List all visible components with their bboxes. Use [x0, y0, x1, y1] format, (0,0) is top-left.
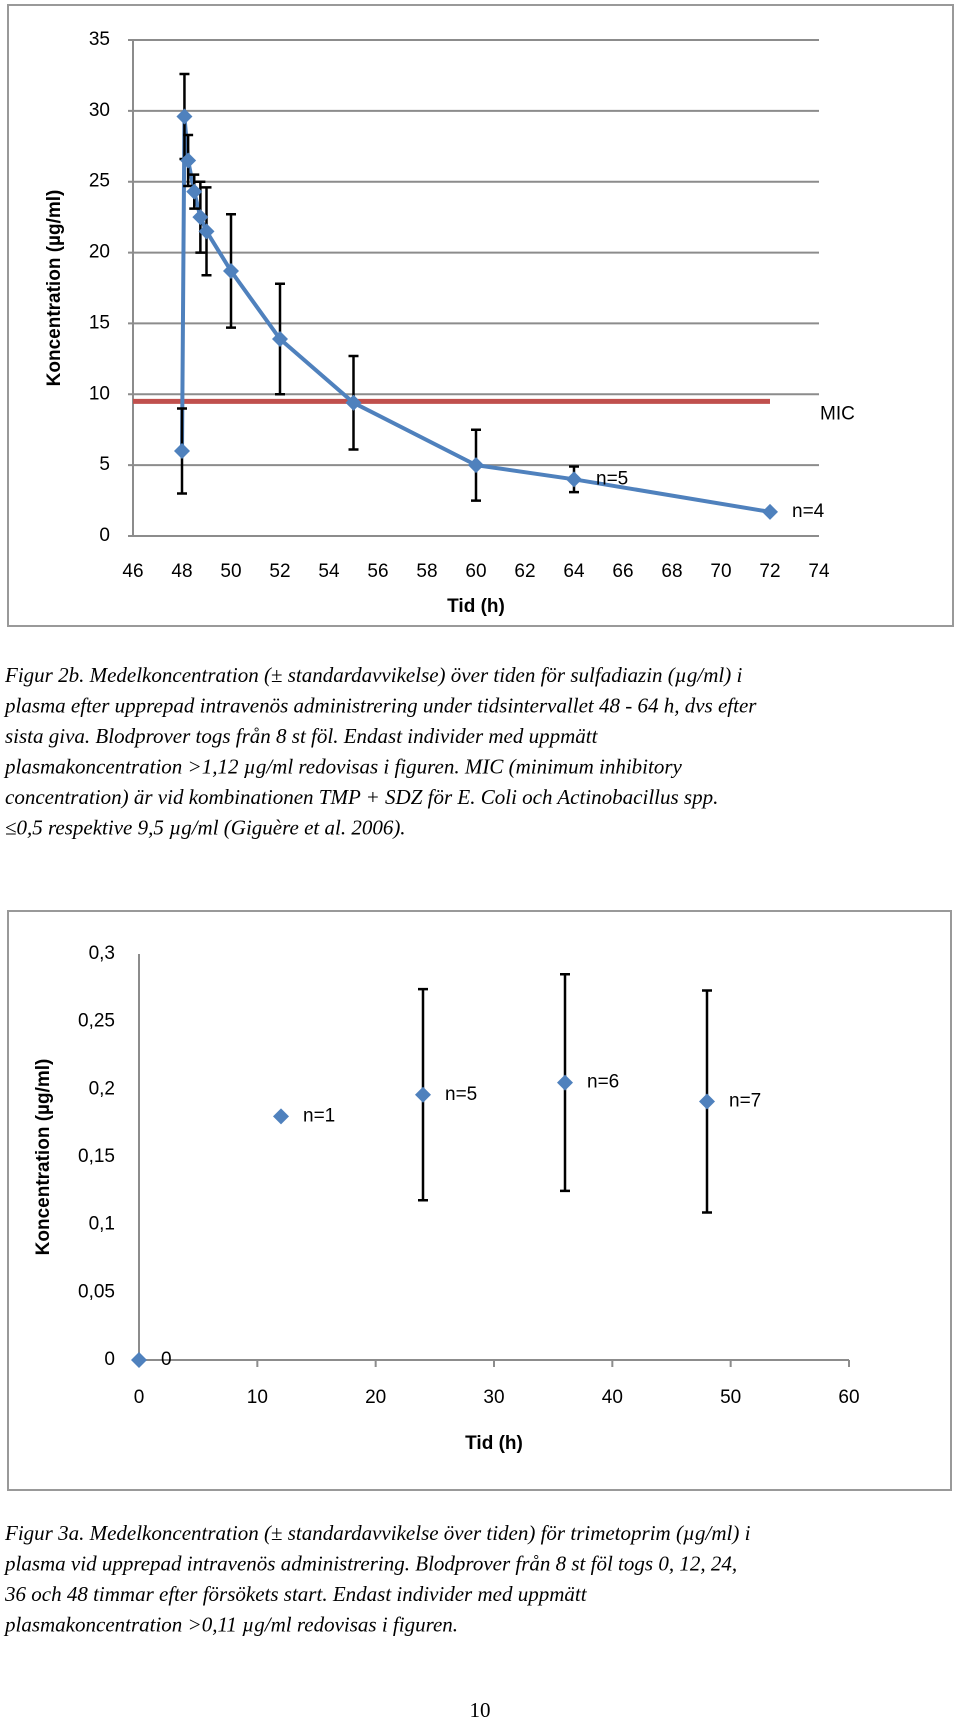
x-tick-label: 60 — [465, 561, 486, 582]
x-tick-label: 72 — [759, 561, 780, 582]
x-tick-label: 56 — [367, 561, 388, 582]
chart-frame — [7, 910, 952, 1491]
caption-line: Figur 2b. Medelkoncentration (± standard… — [4, 663, 742, 687]
data-point — [468, 457, 484, 474]
data-point — [174, 442, 190, 459]
y-tick-label: 15 — [89, 312, 110, 333]
x-tick-label: 20 — [365, 1387, 386, 1408]
x-tick-label: 54 — [318, 561, 340, 582]
data-point — [272, 331, 288, 348]
x-tick-label: 52 — [269, 561, 290, 582]
caption-line: concentration) är vid kombinationen TMP … — [5, 785, 718, 809]
x-tick-label: 50 — [720, 1387, 741, 1408]
y-tick-label: 0,1 — [89, 1214, 115, 1235]
caption-line: plasma vid upprepad intravenös administr… — [3, 1552, 737, 1576]
point-label: n=1 — [303, 1105, 335, 1126]
y-tick-label: 0 — [104, 1349, 115, 1370]
data-point — [223, 262, 239, 279]
x-tick-label: 64 — [563, 561, 585, 582]
x-tick-label: 70 — [710, 561, 731, 582]
caption-line: plasmakoncentration >1,12 µg/ml redovisa… — [3, 755, 683, 779]
x-tick-label: 40 — [602, 1387, 623, 1408]
chart-frame — [7, 4, 954, 627]
y-tick-label: 10 — [89, 383, 110, 404]
caption-line: ≤0,5 respektive 9,5 µg/ml (Giguère et al… — [5, 816, 406, 840]
y-tick-label: 0,05 — [78, 1281, 115, 1302]
x-tick-label: 10 — [247, 1387, 268, 1408]
y-tick-label: 30 — [89, 100, 110, 121]
caption-line: sista giva. Blodprover togs från 8 st fö… — [5, 724, 599, 748]
caption-line: plasma efter upprepad intravenös adminis… — [3, 694, 757, 718]
y-tick-label: 25 — [89, 171, 110, 192]
point-label: 0 — [161, 1349, 172, 1370]
x-axis-title: Tid (h) — [447, 596, 505, 617]
x-tick-label: 0 — [134, 1387, 145, 1408]
data-point — [699, 1093, 715, 1110]
x-axis-title: Tid (h) — [465, 1433, 523, 1454]
data-point — [415, 1086, 431, 1103]
data-point — [762, 503, 778, 520]
x-tick-label: 48 — [171, 561, 192, 582]
data-point — [192, 209, 209, 226]
y-tick-label: 0 — [99, 525, 110, 546]
y-axis-title: Koncentration (µg/ml) — [44, 190, 65, 387]
point-label: n=4 — [792, 501, 825, 522]
y-tick-label: 0,2 — [89, 1078, 115, 1099]
data-point — [273, 1108, 289, 1125]
point-label: n=5 — [445, 1084, 477, 1105]
x-tick-label: 74 — [808, 561, 830, 582]
y-tick-label: 0,15 — [78, 1146, 115, 1167]
x-tick-label: 30 — [483, 1387, 504, 1408]
data-point — [131, 1352, 147, 1368]
caption-line: 36 och 48 timmar efter försökets start. … — [4, 1582, 588, 1606]
x-tick-label: 68 — [661, 561, 682, 582]
data-point — [345, 394, 362, 411]
caption-line: plasmakoncentration >0,11 µg/ml redovisa… — [3, 1613, 458, 1637]
y-axis-title: Koncentration (µg/ml) — [33, 1059, 54, 1256]
x-tick-label: 58 — [416, 561, 437, 582]
data-point — [557, 1074, 573, 1091]
data-point — [566, 471, 582, 488]
reference-label: MIC — [820, 403, 855, 424]
x-tick-label: 60 — [838, 1387, 859, 1408]
point-label: n=6 — [587, 1072, 619, 1093]
data-point — [198, 223, 215, 240]
x-tick-label: 66 — [612, 561, 633, 582]
y-tick-label: 0,3 — [89, 943, 115, 964]
y-tick-label: 20 — [89, 242, 110, 263]
data-point — [176, 108, 193, 125]
page-number: 10 — [470, 1698, 491, 1722]
y-tick-label: 35 — [89, 29, 110, 50]
data-point — [186, 183, 203, 200]
point-label: n=5 — [596, 468, 628, 489]
y-tick-label: 0,25 — [78, 1011, 115, 1032]
x-tick-label: 62 — [514, 561, 535, 582]
x-tick-label: 46 — [122, 561, 143, 582]
caption-line: Figur 3a. Medelkoncentration (± standard… — [4, 1521, 751, 1545]
point-label: n=7 — [729, 1091, 761, 1112]
x-tick-label: 50 — [220, 561, 241, 582]
y-tick-label: 5 — [99, 454, 110, 475]
data-point — [180, 152, 197, 169]
